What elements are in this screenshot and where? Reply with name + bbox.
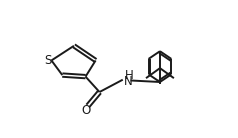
- Text: H: H: [125, 69, 134, 82]
- Text: N: N: [124, 75, 132, 88]
- Text: O: O: [82, 104, 91, 117]
- Text: S: S: [44, 54, 51, 67]
